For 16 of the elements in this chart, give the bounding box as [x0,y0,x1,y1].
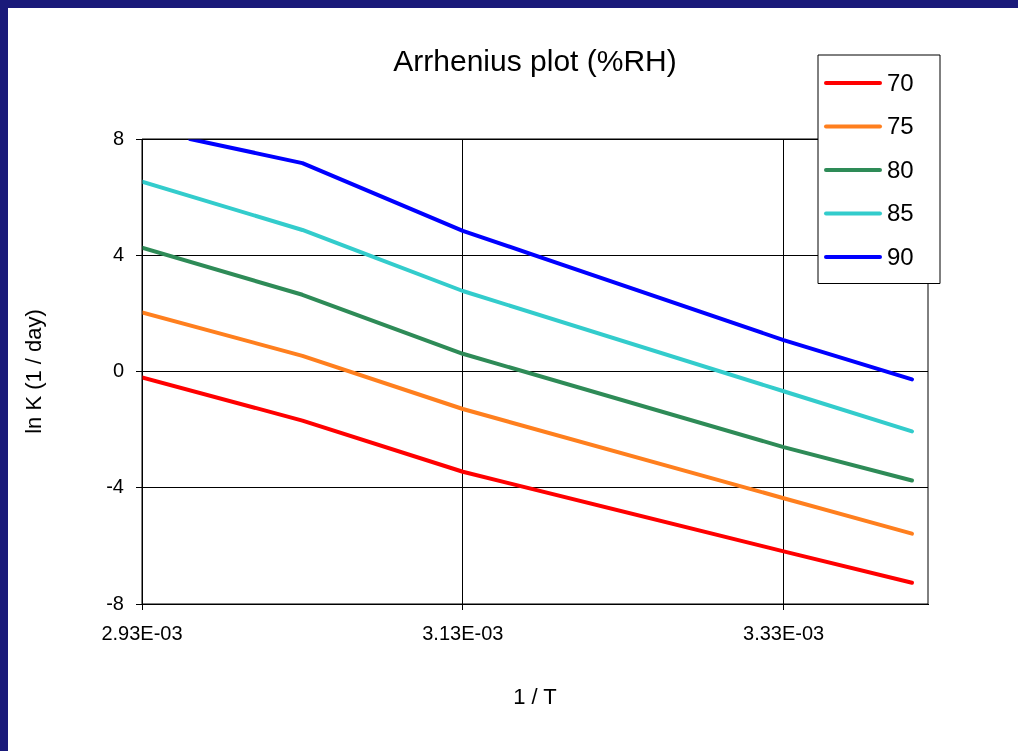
y-axis-title: ln K (1 / day) [21,309,47,434]
legend-label: 75 [887,112,914,140]
x-tick-label: 2.93E-03 [101,621,183,644]
y-tick-label: -4 [106,475,124,498]
legend-label: 80 [887,155,914,183]
y-tick-label: 8 [112,126,124,149]
legend-label: 90 [887,242,914,270]
x-tick-label: 3.33E-03 [743,621,825,644]
legend-label: 70 [887,68,914,96]
x-tick-label: 3.13E-03 [422,621,504,644]
legend-label: 85 [887,199,914,227]
y-tick-label: 0 [112,359,124,382]
chart-title: Arrhenius plot (%RH) [393,44,677,78]
y-tick-label: -8 [106,591,124,614]
x-axis-title: 1 / T [513,683,557,709]
y-tick-label: 4 [112,242,124,265]
